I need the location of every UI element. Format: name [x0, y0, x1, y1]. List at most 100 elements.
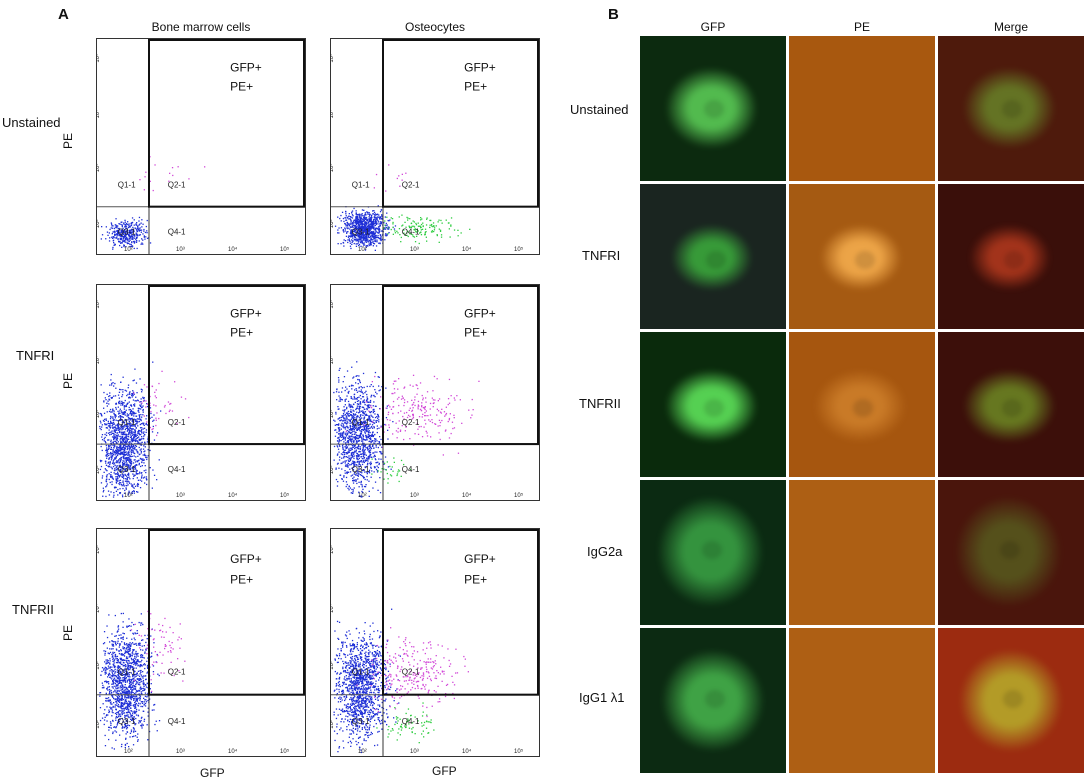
event-dot	[339, 474, 341, 476]
event-dot	[340, 416, 342, 419]
event-dot	[114, 435, 116, 438]
event-dot	[350, 453, 352, 455]
event-dot	[146, 415, 148, 417]
event-dot	[344, 438, 346, 440]
event-dot	[109, 448, 112, 450]
event-dot	[114, 233, 116, 235]
event-dot	[419, 382, 422, 384]
event-dot	[342, 420, 344, 422]
event-dot	[448, 417, 451, 420]
event-dot	[370, 236, 372, 238]
event-dot	[123, 425, 125, 427]
event-dot	[136, 477, 138, 479]
event-dot	[345, 419, 347, 421]
event-dot	[116, 666, 119, 668]
event-dot	[133, 448, 135, 450]
event-dot	[109, 667, 111, 669]
event-dot	[357, 240, 359, 242]
event-dot	[448, 228, 450, 230]
event-dot	[134, 432, 136, 434]
event-dot	[386, 224, 388, 226]
event-dot	[376, 451, 378, 453]
event-dot	[123, 492, 126, 494]
event-dot	[363, 242, 365, 244]
event-dot	[145, 225, 147, 228]
event-dot	[104, 745, 107, 747]
event-dot	[115, 449, 117, 451]
x-tick-label: 10⁴	[228, 492, 238, 499]
event-dot	[362, 435, 365, 437]
event-dot	[119, 458, 121, 460]
event-dot	[338, 379, 340, 381]
event-dot	[361, 237, 364, 239]
event-dot	[363, 429, 365, 431]
event-dot	[108, 729, 110, 731]
event-dot	[350, 220, 352, 222]
event-dot	[116, 677, 118, 679]
event-dot	[376, 465, 378, 467]
event-dot	[352, 226, 354, 229]
event-dot	[149, 688, 151, 690]
event-dot	[369, 454, 371, 456]
event-dot	[343, 245, 345, 247]
event-dot	[344, 462, 346, 464]
event-dot	[439, 230, 442, 232]
event-dot	[134, 227, 136, 229]
event-dot	[377, 417, 379, 419]
event-dot	[114, 426, 116, 428]
event-dot	[113, 242, 115, 244]
event-dot	[144, 634, 146, 637]
event-dot	[103, 420, 105, 422]
event-dot	[345, 432, 347, 434]
event-dot	[421, 416, 423, 418]
event-dot	[348, 485, 350, 488]
event-dot	[390, 228, 392, 231]
event-dot	[133, 470, 135, 473]
event-dot	[353, 207, 355, 210]
event-dot	[378, 442, 381, 444]
event-dot	[135, 238, 137, 240]
event-dot	[128, 459, 130, 461]
event-dot	[129, 436, 132, 439]
event-dot	[142, 409, 144, 412]
event-dot	[127, 484, 129, 486]
event-dot	[119, 466, 121, 468]
event-dot	[125, 238, 127, 240]
event-dot	[130, 224, 132, 227]
event-dot	[121, 394, 124, 396]
event-dot	[140, 430, 142, 432]
event-dot	[101, 460, 103, 462]
event-dot	[123, 453, 125, 455]
event-dot	[345, 217, 347, 219]
event-dot	[370, 216, 373, 219]
event-dot	[133, 459, 135, 461]
event-dot	[375, 234, 377, 237]
event-dot	[439, 438, 441, 441]
event-dot	[152, 428, 154, 430]
event-dot	[135, 464, 137, 466]
event-dot	[137, 705, 140, 707]
event-dot	[119, 492, 121, 495]
event-dot	[133, 393, 135, 395]
event-dot	[113, 436, 115, 439]
event-dot	[402, 415, 404, 418]
event-dot	[352, 427, 354, 429]
event-dot	[135, 664, 137, 666]
event-dot	[369, 228, 371, 230]
event-dot	[363, 209, 365, 211]
event-dot	[364, 212, 366, 214]
event-dot	[358, 215, 360, 217]
event-dot	[363, 456, 366, 459]
event-dot	[422, 225, 424, 227]
event-dot	[144, 238, 146, 240]
event-dot	[357, 222, 360, 224]
event-dot	[355, 243, 357, 245]
event-dot	[423, 426, 425, 428]
event-dot	[438, 219, 440, 221]
event-dot	[365, 245, 367, 247]
event-dot	[115, 452, 117, 454]
event-dot	[361, 450, 363, 452]
event-dot	[130, 230, 132, 232]
event-dot	[146, 458, 148, 461]
event-dot	[100, 384, 102, 386]
